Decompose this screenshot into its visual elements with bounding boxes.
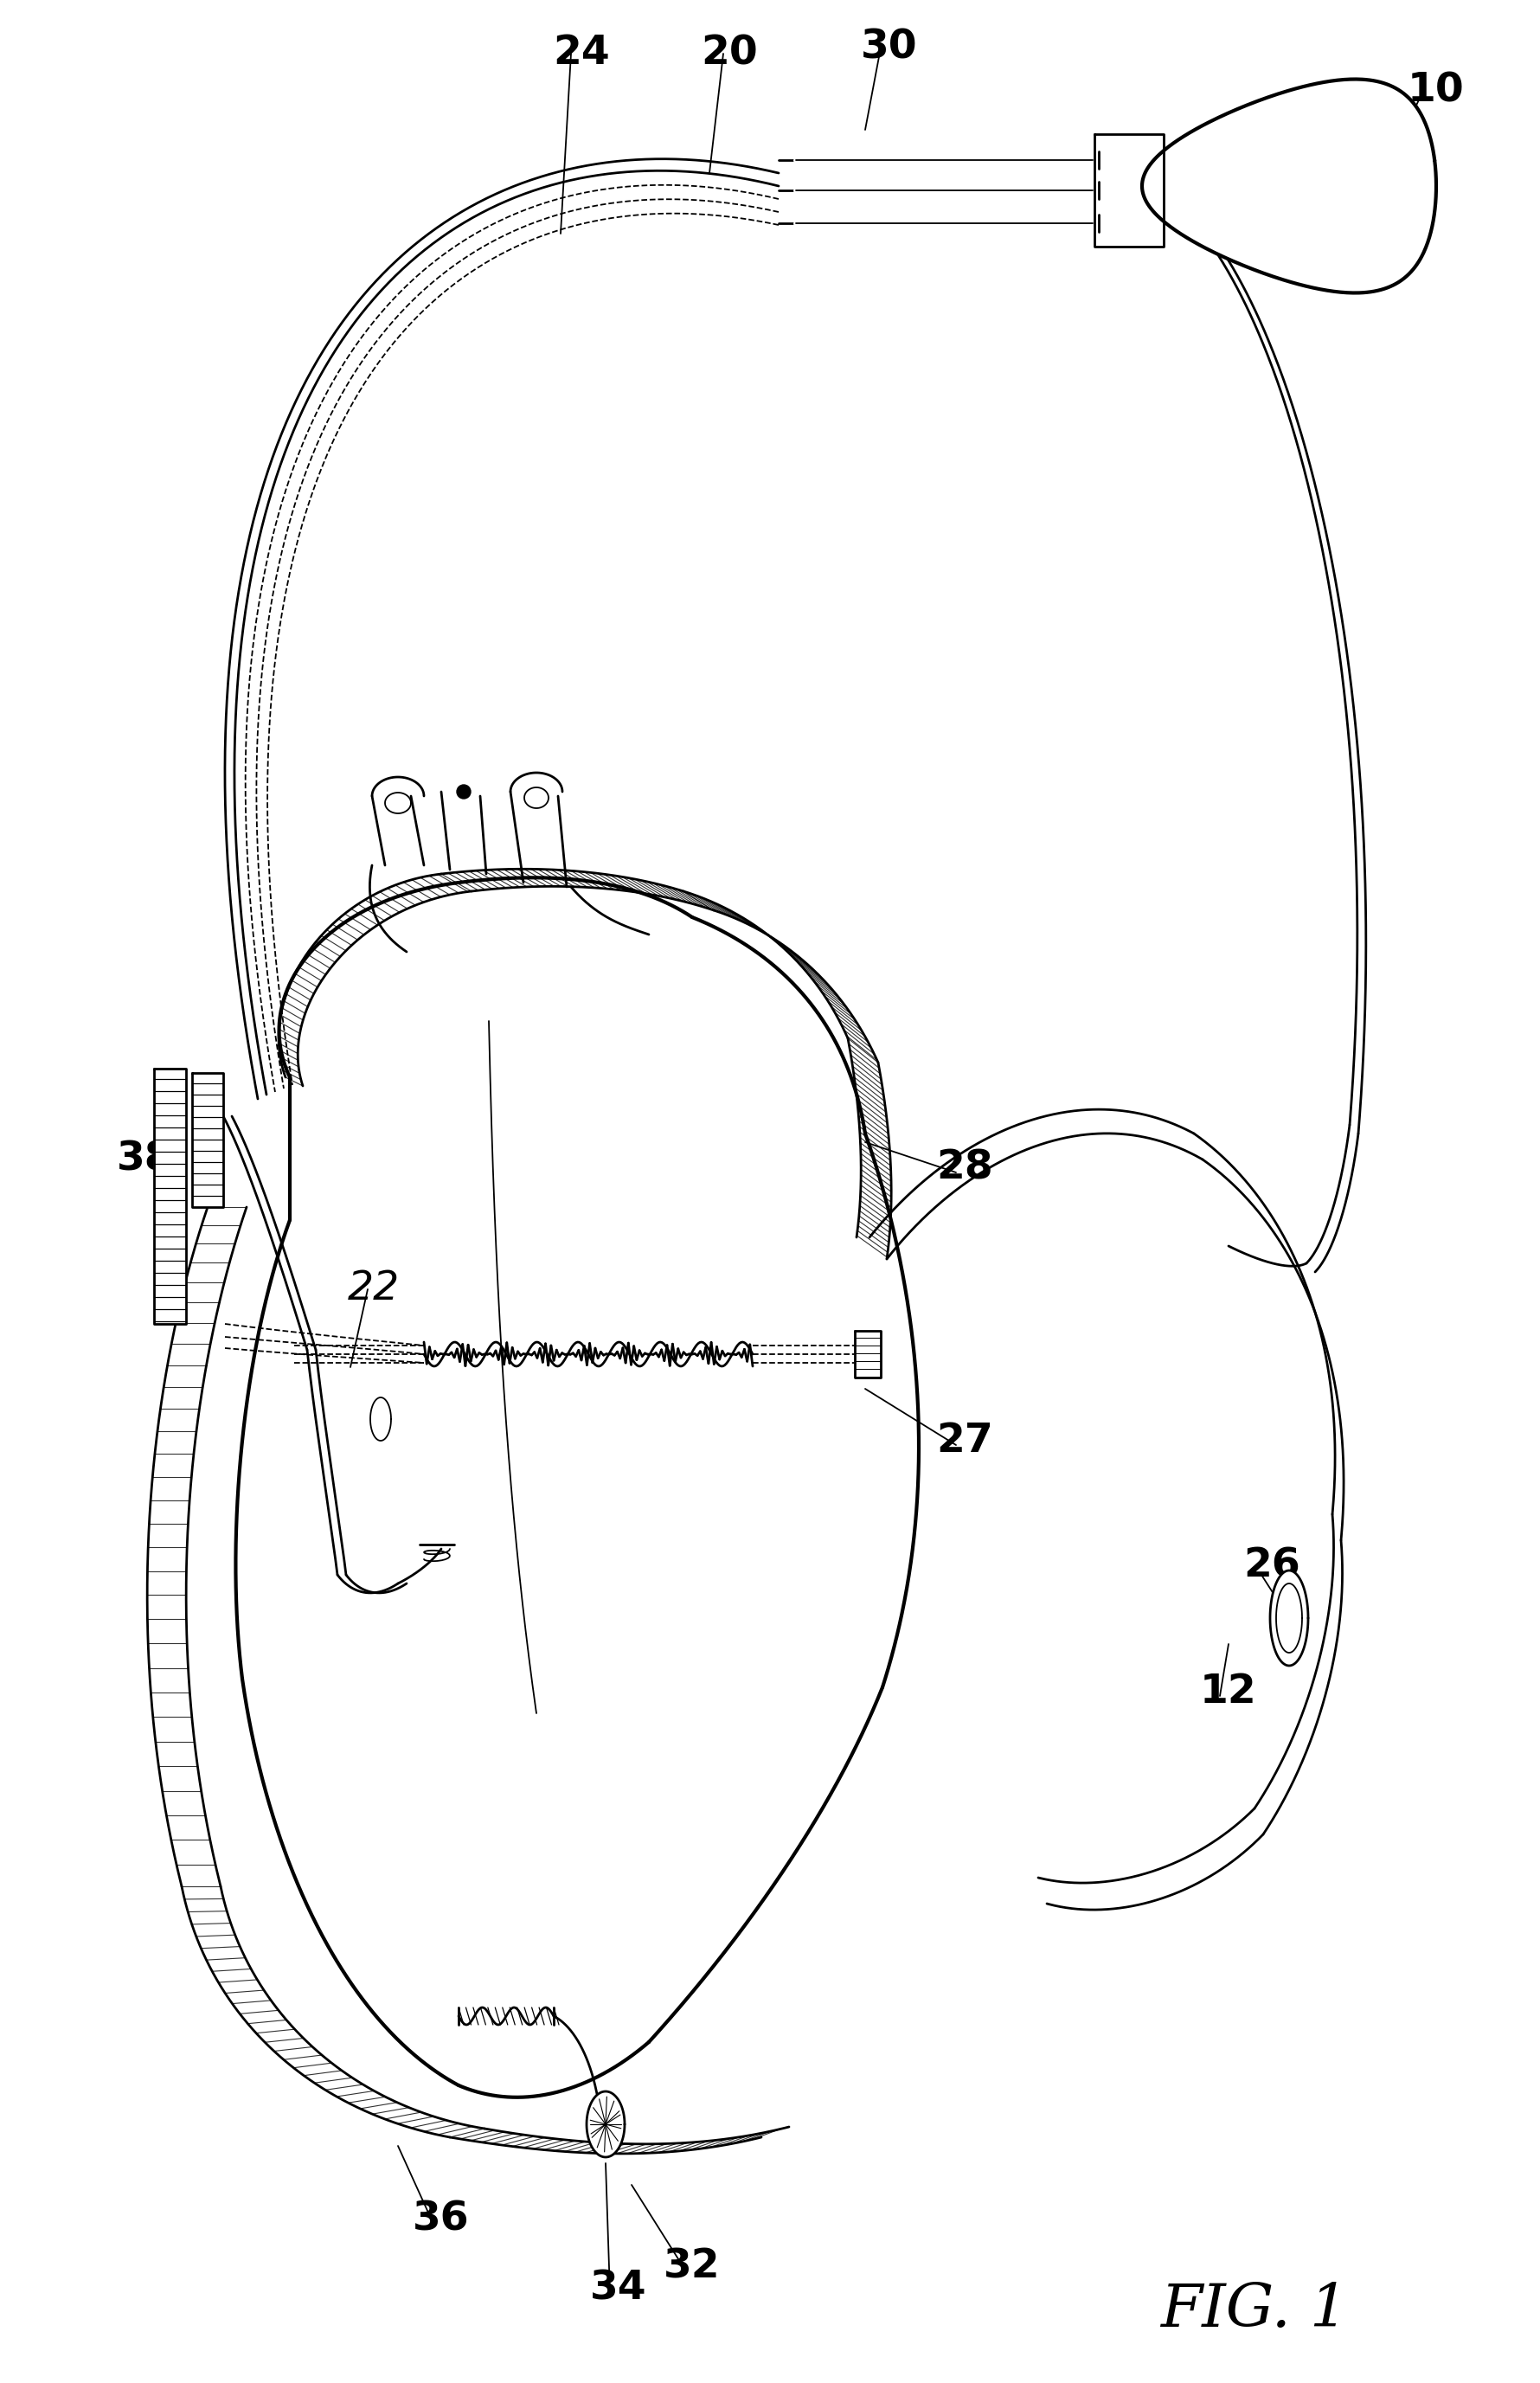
Text: 28: 28 <box>936 1149 993 1187</box>
Text: 10: 10 <box>1408 71 1465 110</box>
Circle shape <box>457 784 471 798</box>
Polygon shape <box>1143 79 1437 293</box>
Polygon shape <box>154 1068 186 1325</box>
Polygon shape <box>1270 1570 1307 1666</box>
Text: 12: 12 <box>1200 1673 1257 1711</box>
Text: 34: 34 <box>590 2269 647 2309</box>
Polygon shape <box>192 1072 223 1208</box>
Text: FIG. 1: FIG. 1 <box>1161 2281 1349 2340</box>
Text: 38: 38 <box>117 1139 174 1180</box>
Text: 24: 24 <box>553 33 610 74</box>
Text: 27: 27 <box>936 1420 993 1461</box>
Text: 30: 30 <box>861 29 918 67</box>
Text: 26: 26 <box>1243 1547 1300 1585</box>
Polygon shape <box>855 1330 881 1377</box>
Polygon shape <box>1095 133 1164 245</box>
Polygon shape <box>370 1396 391 1442</box>
Text: 36: 36 <box>413 2200 470 2240</box>
Polygon shape <box>587 2092 625 2157</box>
Text: 32: 32 <box>664 2247 721 2288</box>
Text: 20: 20 <box>701 33 758 74</box>
Text: 22: 22 <box>348 1270 400 1308</box>
